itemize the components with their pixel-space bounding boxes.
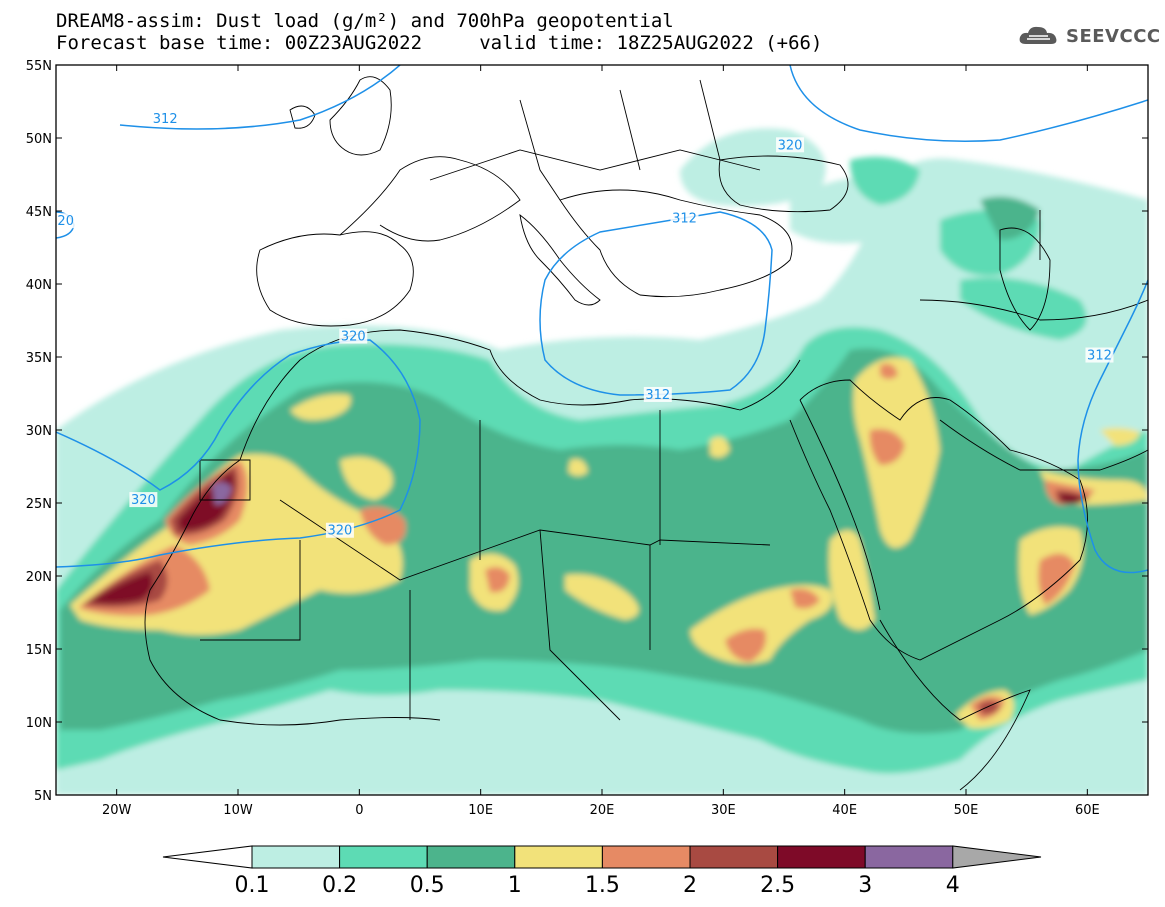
- contour-label-background: [129, 492, 158, 508]
- x-tick-label: 30E: [711, 803, 736, 818]
- cloud-icon: [1019, 26, 1057, 44]
- x-tick-label: 50E: [954, 803, 979, 818]
- contour-label-background: [151, 111, 180, 127]
- map-subtitle: Forecast base time: 00Z23AUG2022 valid t…: [56, 32, 823, 54]
- colorbar-segment: [514, 845, 603, 869]
- colorbar-segment: [426, 845, 516, 869]
- x-tick-label: 10W: [223, 803, 253, 818]
- colorbar-label: 3: [858, 873, 872, 898]
- y-tick-label: 15N: [26, 643, 52, 658]
- contour-label-background: [339, 328, 368, 344]
- contour-label: 312: [672, 211, 697, 226]
- y-tick-label: 10N: [26, 716, 52, 731]
- colorbar-segment: [251, 845, 341, 869]
- x-axis-ticks: 20W 10W 0 10E 20E 30E 40E 50E 60E: [102, 65, 1100, 818]
- y-tick-label: 45N: [26, 205, 52, 220]
- contour-label-background: [1085, 347, 1114, 363]
- x-tick-label: 40E: [832, 803, 857, 818]
- colorbar-label: 2: [683, 873, 697, 898]
- colorbar-under-triangle: [162, 845, 253, 869]
- colorbar-segment: [339, 845, 428, 869]
- contour-label-background: [643, 386, 672, 402]
- colorbar-label: 0.5: [410, 873, 445, 898]
- y-tick-label: 25N: [26, 497, 52, 512]
- y-tick-label: 35N: [26, 351, 52, 366]
- x-tick-label: 20W: [102, 803, 132, 818]
- colorbar-segment: [864, 845, 954, 869]
- colorbar-segment: [601, 845, 691, 869]
- colorbar-over-triangle: [952, 845, 1042, 869]
- colorbar-label: 1: [508, 873, 522, 898]
- seevccc-logo: SEEVCCC: [1018, 24, 1161, 48]
- colorbar-segment: [689, 845, 779, 869]
- colorbar-label: 1.5: [585, 873, 620, 898]
- colorbar-label: 2.5: [760, 873, 795, 898]
- x-tick-label: 20E: [590, 803, 615, 818]
- y-tick-label: 50N: [26, 132, 52, 147]
- contour-label-background: [325, 522, 354, 538]
- colorbar-segment: [777, 845, 866, 869]
- y-tick-label: 5N: [34, 789, 52, 804]
- y-tick-label: 30N: [26, 424, 52, 439]
- colorbar-label: 0.2: [322, 873, 357, 898]
- contour-label-background: [670, 210, 699, 226]
- contour-label: 312: [645, 388, 670, 403]
- dust-shading: [56, 128, 1148, 795]
- geopotential-contours: [56, 65, 1148, 574]
- contour-labels: 312 320 20 312 320 312 312 320 320: [55, 111, 1114, 539]
- contour-label: 320: [778, 138, 803, 153]
- contour-label: 320: [131, 493, 156, 508]
- y-tick-label: 20N: [26, 570, 52, 585]
- contour-label: 320: [328, 524, 353, 539]
- y-tick-label: 40N: [26, 278, 52, 293]
- map-title: DREAM8-assim: Dust load (g/m²) and 700hP…: [56, 10, 674, 32]
- coastlines-and-borders: [144, 76, 1148, 791]
- contour-label: 312: [1087, 349, 1112, 364]
- y-tick-label: 55N: [26, 59, 52, 74]
- x-tick-label: 0: [355, 803, 363, 818]
- logo-text: SEEVCCC: [1066, 25, 1161, 47]
- colorbar: 0.1 0.2 0.5 1 1.5 2 2.5 3 4: [162, 845, 1042, 898]
- x-tick-label: 10E: [468, 803, 493, 818]
- contour-label-background: [776, 137, 805, 153]
- contour-label-background: [55, 213, 76, 229]
- x-tick-label: 60E: [1075, 803, 1100, 818]
- contour-label: 312: [153, 112, 178, 127]
- contour-label: 20: [57, 214, 74, 229]
- colorbar-label: 4: [946, 873, 960, 898]
- y-axis-ticks: 5N 10N 15N 20N 25N 30N 35N 40N 45N 50N 55N: [26, 59, 1148, 804]
- contour-label: 320: [341, 330, 366, 345]
- colorbar-label: 0.1: [235, 873, 270, 898]
